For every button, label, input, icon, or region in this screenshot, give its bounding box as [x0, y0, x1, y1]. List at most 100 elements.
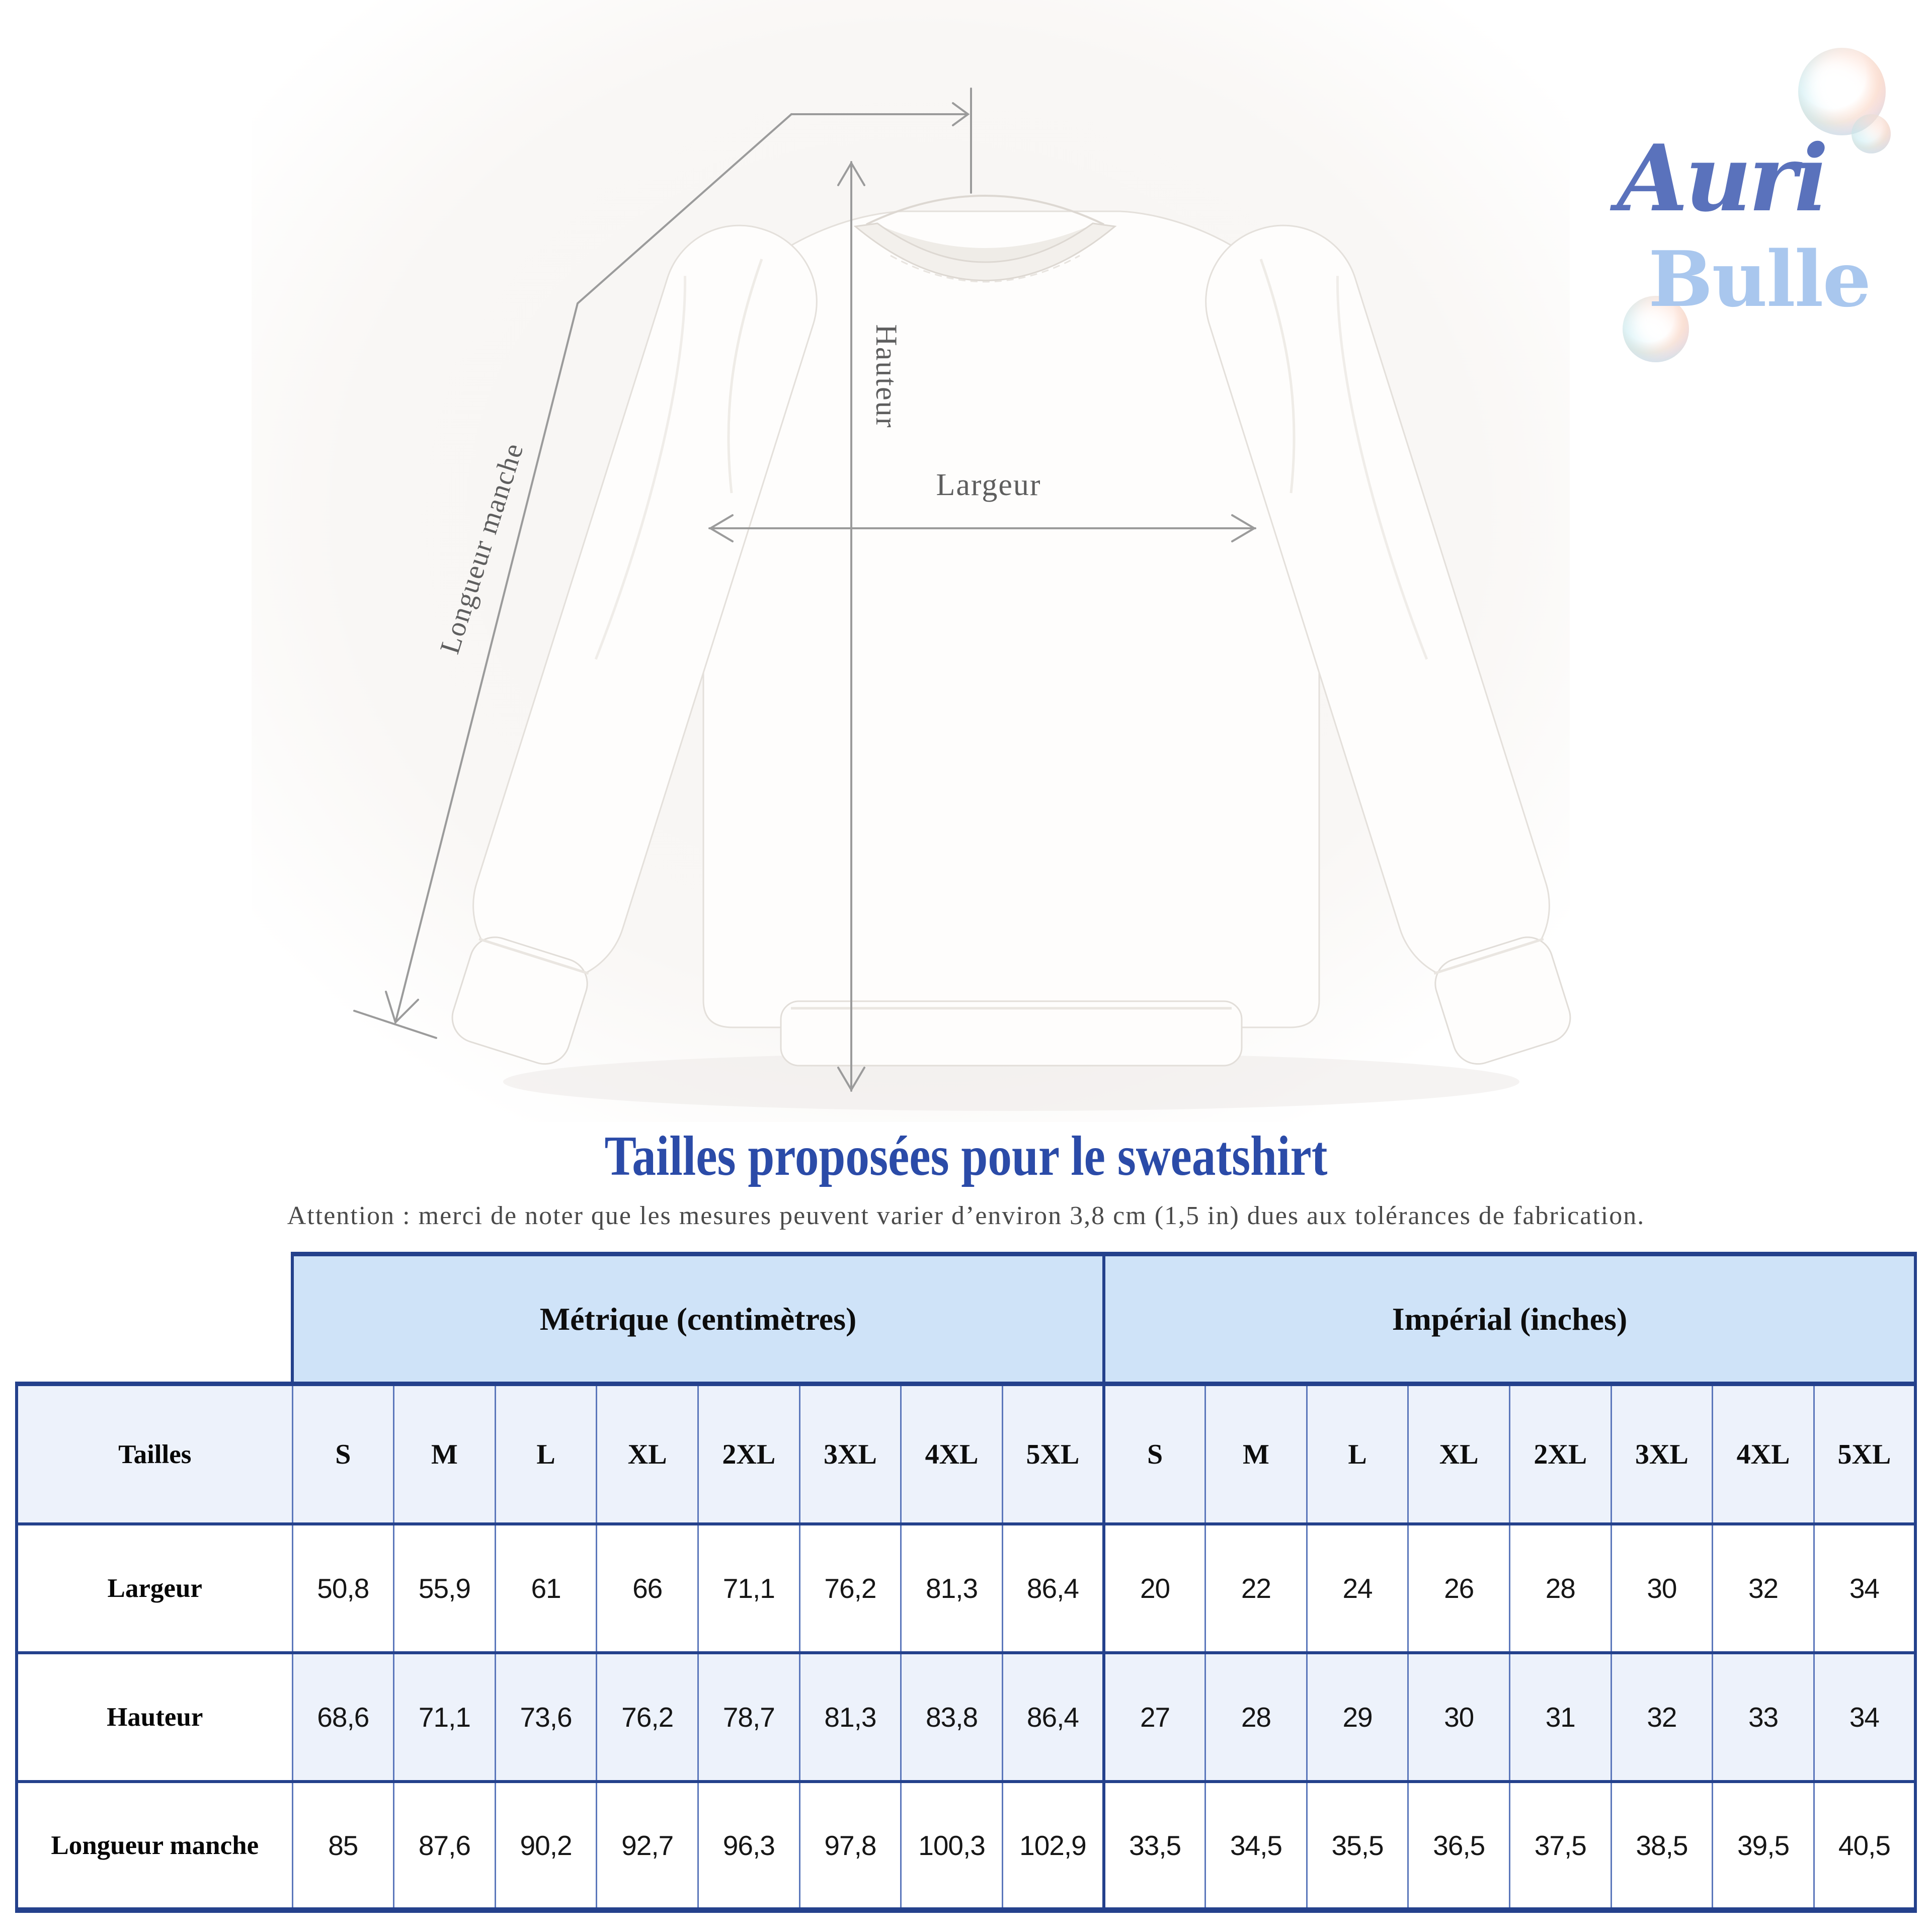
group-header-imperial: Impérial (inches) — [1102, 1252, 1917, 1384]
cell: 78,7 — [697, 1651, 800, 1783]
cell: 24 — [1306, 1522, 1409, 1654]
row-label: Longueur manche — [15, 1780, 293, 1913]
cell: 38,5 — [1610, 1780, 1714, 1913]
cell: 34 — [1813, 1522, 1917, 1654]
label-hauteur: Hauteur — [870, 324, 903, 428]
label-largeur: Largeur — [936, 468, 1041, 502]
right-sleeve — [1205, 224, 1571, 1065]
size-header: 3XL — [798, 1382, 902, 1525]
cell: 92,7 — [596, 1780, 699, 1913]
corner-empty-cell — [17, 1254, 292, 1384]
cell: 36,5 — [1407, 1780, 1510, 1913]
row-label: Largeur — [15, 1522, 293, 1654]
cell: 68,6 — [291, 1651, 395, 1783]
size-header: M — [1204, 1382, 1308, 1525]
left-sleeve — [451, 224, 818, 1065]
cell: 76,2 — [798, 1522, 902, 1654]
size-header: 3XL — [1610, 1382, 1714, 1525]
cell: 100,3 — [900, 1780, 1003, 1913]
cell: 35,5 — [1306, 1780, 1409, 1913]
height-arrowhead-top-icon — [837, 161, 865, 186]
cell: 32 — [1712, 1522, 1815, 1654]
cell: 61 — [494, 1522, 598, 1654]
cell: 22 — [1204, 1522, 1308, 1654]
left-armhole-seam — [727, 259, 763, 494]
cell: 81,3 — [900, 1522, 1003, 1654]
page-title: Tailles proposées pour le sweatshirt — [604, 1125, 1328, 1187]
brand-logo: Auri Bulle — [1600, 28, 1922, 375]
sleeve-arrowhead-icon — [385, 991, 419, 1024]
height-arrowhead-bottom-icon — [837, 1067, 865, 1092]
cell: 33,5 — [1102, 1780, 1206, 1913]
group-header-row: Métrique (centimètres) Impérial (inches) — [17, 1252, 1917, 1384]
measurement-diagram-section: Hauteur Longueur manche Largeur Auri Bul… — [252, 0, 1922, 1122]
cell: 28 — [1204, 1651, 1308, 1783]
bubble-bottom-icon — [1623, 296, 1689, 362]
tolerance-note: Attention : merci de noter que les mesur… — [287, 1201, 1645, 1231]
table-row: Largeur 50,8 55,9 61 66 71,1 76,2 81,3 8… — [15, 1522, 1917, 1654]
cell: 71,1 — [697, 1522, 800, 1654]
size-header: L — [494, 1382, 598, 1525]
right-armhole-seam — [1259, 259, 1296, 494]
cell: 32 — [1610, 1651, 1714, 1783]
cell: 50,8 — [291, 1522, 395, 1654]
cell: 37,5 — [1509, 1780, 1612, 1913]
hem-band — [780, 1000, 1243, 1067]
cell: 34,5 — [1204, 1780, 1308, 1913]
bubble-small-icon — [1852, 114, 1891, 153]
collar — [853, 195, 1117, 283]
sleeve-measure-line — [394, 113, 792, 1023]
width-arrowhead-left-icon — [708, 514, 734, 542]
sleeve-end-tick — [353, 1010, 437, 1039]
cell: 26 — [1407, 1522, 1510, 1654]
sweatshirt-illustration: Hauteur Longueur manche Largeur — [252, 0, 1571, 1122]
cell: 30 — [1407, 1651, 1510, 1783]
cell: 102,9 — [1001, 1780, 1105, 1913]
cell: 71,1 — [393, 1651, 496, 1783]
cell: 76,2 — [596, 1651, 699, 1783]
cell: 30 — [1610, 1522, 1714, 1654]
size-header: M — [393, 1382, 496, 1525]
logo-word-bulle: Bulle — [1648, 234, 1871, 324]
cell: 90,2 — [494, 1780, 598, 1913]
cell: 39,5 — [1712, 1780, 1815, 1913]
cell: 27 — [1102, 1651, 1206, 1783]
cell: 55,9 — [393, 1522, 496, 1654]
size-header: S — [1102, 1382, 1206, 1525]
size-header: 2XL — [697, 1382, 800, 1525]
table-row: Hauteur 68,6 71,1 73,6 76,2 78,7 81,3 83… — [15, 1651, 1917, 1783]
size-chart-table: Métrique (centimètres) Impérial (inches)… — [15, 1252, 1917, 1913]
size-header: 5XL — [1813, 1382, 1917, 1525]
size-header-row: Tailles S M L XL 2XL 3XL 4XL 5XL S M L X… — [15, 1382, 1917, 1525]
cell: 31 — [1509, 1651, 1612, 1783]
size-header: L — [1306, 1382, 1409, 1525]
table-row: Longueur manche 85 87,6 90,2 92,7 96,3 9… — [15, 1780, 1917, 1913]
cell: 28 — [1509, 1522, 1612, 1654]
size-header: XL — [596, 1382, 699, 1525]
cell: 97,8 — [798, 1780, 902, 1913]
cell: 40,5 — [1813, 1780, 1917, 1913]
ground-shadow — [503, 1053, 1519, 1111]
width-arrowhead-right-icon — [1231, 514, 1256, 542]
row-label: Hauteur — [15, 1651, 293, 1783]
cell: 66 — [596, 1522, 699, 1654]
size-header: S — [291, 1382, 395, 1525]
shoulder-arrowhead-icon — [952, 102, 970, 126]
corner-label: Tailles — [15, 1382, 293, 1525]
cell: 29 — [1306, 1651, 1409, 1783]
cell: 96,3 — [697, 1780, 800, 1913]
size-header: 2XL — [1509, 1382, 1612, 1525]
measurement-lines — [353, 88, 1256, 1092]
group-header-metric: Métrique (centimètres) — [291, 1252, 1105, 1384]
cell: 33 — [1712, 1651, 1815, 1783]
size-header: XL — [1407, 1382, 1510, 1525]
cell: 81,3 — [798, 1651, 902, 1783]
cell: 85 — [291, 1780, 395, 1913]
cell: 34 — [1813, 1651, 1917, 1783]
cell: 86,4 — [1001, 1651, 1105, 1783]
cell: 86,4 — [1001, 1522, 1105, 1654]
cell: 20 — [1102, 1522, 1206, 1654]
cell: 87,6 — [393, 1780, 496, 1913]
cell: 73,6 — [494, 1651, 598, 1783]
size-header: 4XL — [1712, 1382, 1815, 1525]
